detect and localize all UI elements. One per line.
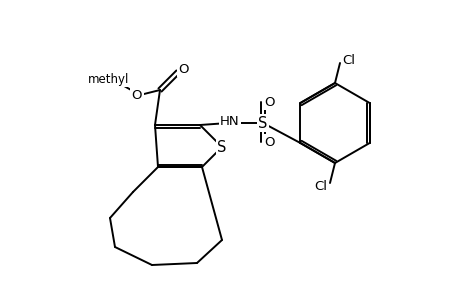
Text: S: S (258, 116, 267, 130)
Text: HN: HN (220, 115, 239, 128)
Text: S: S (217, 140, 226, 154)
Text: methyl: methyl (88, 73, 129, 85)
Text: O: O (264, 95, 274, 109)
Text: Cl: Cl (342, 53, 355, 67)
Text: O: O (131, 88, 142, 101)
Text: O: O (179, 62, 189, 76)
Text: Cl: Cl (314, 179, 327, 193)
Text: O: O (264, 136, 274, 148)
